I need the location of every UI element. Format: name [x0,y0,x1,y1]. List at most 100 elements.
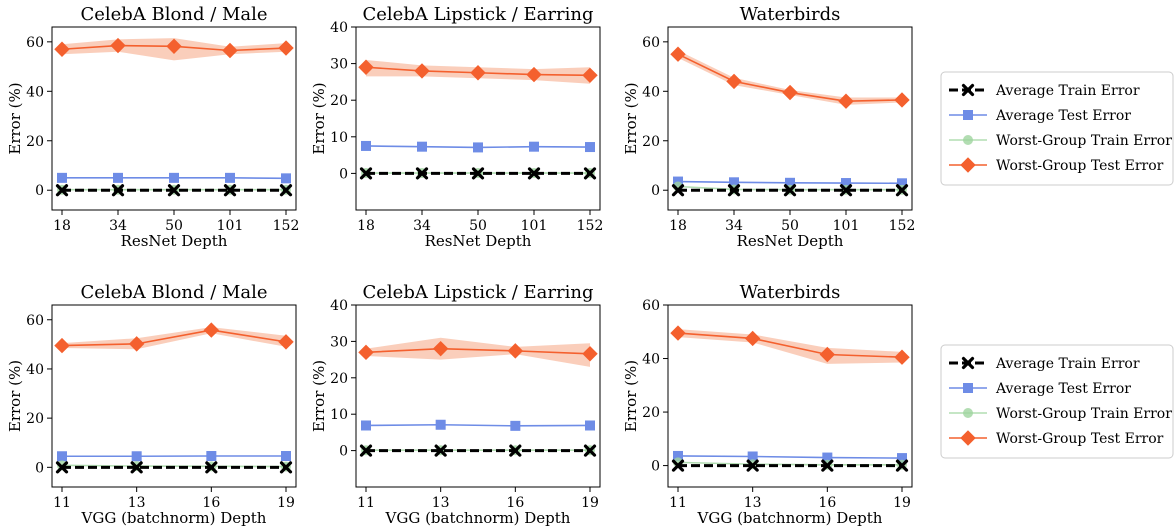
y-axis-label: Error (%) [310,82,328,154]
y-axis-label: Error (%) [622,360,640,432]
series-line-wg_test [365,347,591,355]
data-point-avg_train [671,184,685,197]
data-point-avg_train [509,444,522,457]
data-point-wg_test [726,73,742,90]
data-point-avg_test [281,173,291,184]
data-point-avg_train [821,459,834,472]
legend-marker-avg_train [961,356,975,370]
data-point-wg_test [470,65,486,81]
data-point-wg_test [744,330,761,347]
x-tick-label: 18 [53,218,71,234]
data-point-wg_test [358,344,374,361]
data-point-avg_train [434,444,447,457]
y-tick-label: 0 [35,460,44,476]
legend-label: Worst-Group Test Error [996,431,1164,447]
y-tick-label: 60 [26,313,44,329]
chart-panel: CelebA Lipstick / Earring 0 10 20 30 40 11 13 16… [310,282,601,527]
x-tick-label: 18 [357,218,375,234]
chart-panel: Waterbirds 0 20 40 60 11 13 16 19 VGG (batchnorm)… [622,282,913,527]
plot-frame [667,304,913,488]
data-point-avg_test [822,452,833,463]
data-point-wg_test [54,41,70,57]
chart-panel: CelebA Blond / Male 0 20 40 60 18 34 50 101 152 Re… [6,4,299,250]
data-point-wg_test [358,59,374,75]
data-point-avg_train [895,459,909,472]
series-line-wg_test [677,332,903,358]
data-point-avg_train [746,459,759,472]
y-tick-label: 40 [642,84,660,100]
y-tick-label: 40 [330,298,348,314]
plot-frame [51,304,297,488]
data-point-wg_test [128,336,145,352]
data-point-avg_train [167,184,181,197]
x-tick-label: 11 [669,495,687,511]
y-tick-label: 30 [330,334,348,350]
data-point-wg_test [54,337,70,354]
y-tick-label: 0 [651,183,660,199]
data-point-avg_train [359,444,373,457]
data-point-avg_test [169,172,179,183]
y-tick-label: 60 [26,35,44,51]
x-tick-label: 50 [781,218,799,234]
x-tick-label: 11 [53,495,71,511]
x-tick-label: 101 [833,218,860,234]
data-point-avg_test [131,451,142,462]
data-point-avg_test [435,419,446,430]
legend-label: Average Test Error [995,108,1131,124]
data-point-avg_train [583,167,597,180]
data-point-avg_train [527,167,541,180]
data-point-wg_test [819,346,836,363]
x-tick-label: 16 [202,495,220,511]
x-tick-label: 101 [217,218,244,234]
data-point-avg_test [57,451,67,462]
data-point-avg_train [130,461,143,474]
y-tick-label: 60 [642,35,660,51]
x-tick-label: 50 [165,218,183,234]
x-tick-label: 34 [413,218,431,234]
x-axis-label: VGG (batchnorm) Depth [385,509,571,527]
data-point-avg_train [279,184,293,197]
data-point-wg_test [110,37,126,54]
chart-panel: CelebA Lipstick / Earring 0 10 20 30 40 18 34 50… [310,4,603,250]
data-point-avg_train [583,444,597,457]
data-point-avg_test [225,172,235,183]
series-line-wg_test [61,329,287,347]
chart-title: Waterbirds [740,4,841,25]
data-point-wg_test [278,40,294,56]
x-tick-label: 16 [506,495,524,511]
data-point-avg_test [473,142,483,153]
legend-marker-wg_test [960,430,976,446]
x-tick-label: 34 [725,218,743,234]
data-point-wg_test [414,63,430,79]
y-tick-label: 0 [339,166,348,182]
y-axis-label: Error (%) [6,360,24,432]
legend-marker-avg_test [963,110,973,120]
data-point-avg_train [111,184,125,197]
x-tick-label: 11 [357,495,375,511]
legend: Average Train Error Average Test Error Wor… [940,344,1174,459]
legend-marker-wg_train [963,408,973,418]
x-tick-label: 34 [109,218,127,234]
chart-title: CelebA Blond / Male [80,282,267,303]
data-point-wg_test [166,38,182,54]
data-point-avg_train [471,167,485,180]
legend-label: Worst-Group Test Error [996,158,1164,174]
y-tick-label: 60 [642,298,660,314]
x-axis-label: ResNet Depth [121,232,228,250]
y-tick-label: 40 [26,362,44,378]
chart-title: Waterbirds [740,282,841,303]
data-point-wg_test [507,343,524,359]
x-axis-label: VGG (batchnorm) Depth [81,509,267,527]
y-tick-label: 20 [330,371,348,387]
data-point-wg_test [894,92,910,108]
y-tick-label: 20 [26,134,44,150]
data-point-avg_train [223,184,237,197]
chart-panel: Waterbirds 0 20 40 60 18 34 50 101 152 ResNet Dept… [622,4,915,250]
data-point-avg_test [281,451,291,462]
legend-frame [940,71,1174,186]
data-point-avg_train [359,167,373,180]
data-point-wg_test [203,322,220,338]
y-tick-label: 20 [642,134,660,150]
y-tick-label: 0 [35,183,44,199]
